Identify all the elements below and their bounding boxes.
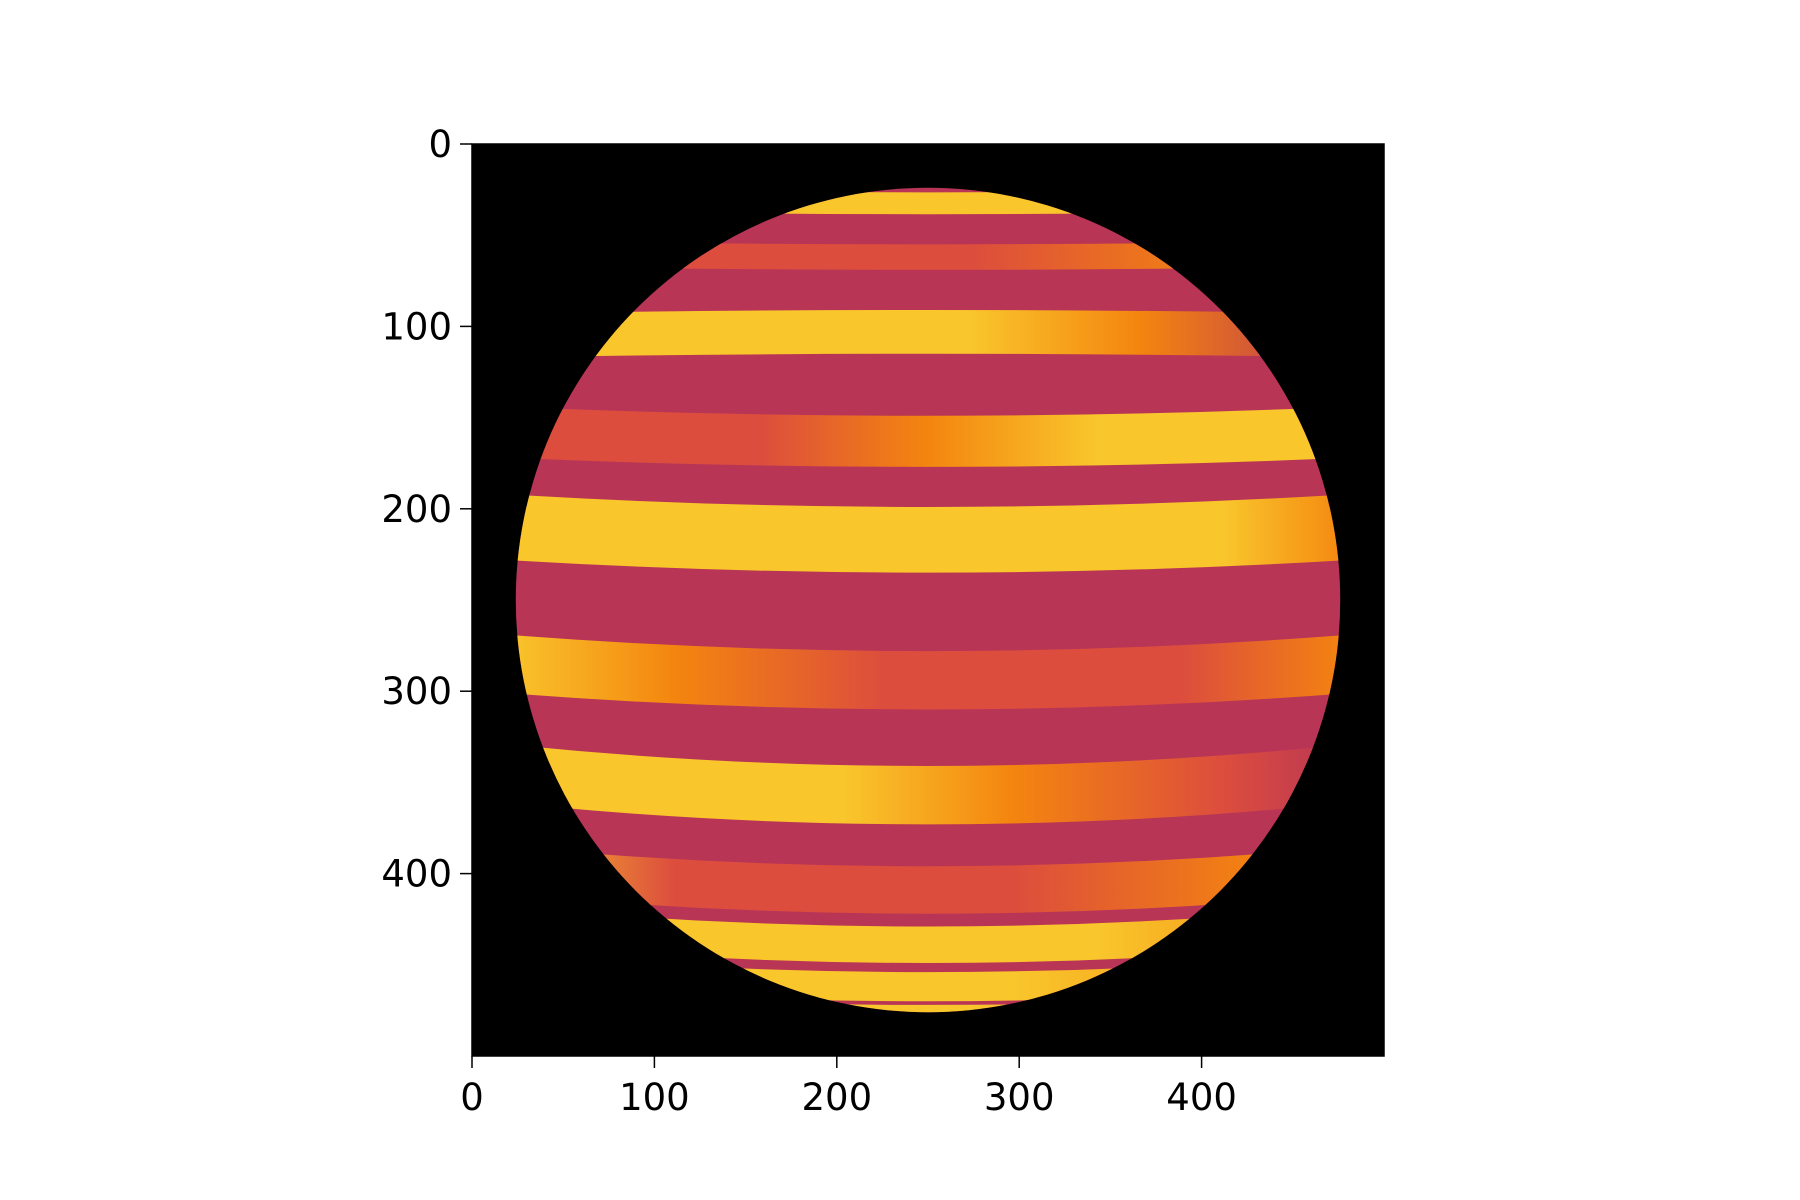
axes-frame [471, 143, 1385, 1057]
bright-band [515, 634, 1341, 710]
y-axis: 0 100 200 300 400 [381, 123, 472, 896]
bright-band [515, 744, 1341, 825]
bright-band [515, 309, 1341, 358]
y-tick-label: 200 [381, 488, 452, 531]
bright-band [515, 240, 1341, 270]
x-tick-label: 300 [984, 1076, 1055, 1119]
x-tick-label: 200 [801, 1076, 872, 1119]
x-tick-label: 400 [1166, 1076, 1237, 1119]
y-tick-label: 300 [381, 670, 452, 713]
x-tick-label: 0 [460, 1076, 484, 1119]
bright-band [515, 406, 1341, 467]
bright-band [515, 992, 1341, 1013]
plot-area [472, 144, 1384, 1056]
y-tick-label: 100 [381, 305, 452, 348]
bright-band [515, 906, 1341, 963]
bright-band [515, 494, 1341, 573]
x-axis: 0 100 200 300 400 [460, 1056, 1237, 1119]
planet-disk [515, 187, 1341, 1013]
y-tick-label: 0 [428, 123, 452, 166]
bright-band [515, 846, 1341, 914]
y-tick-label: 400 [381, 853, 452, 896]
x-tick-label: 100 [619, 1076, 690, 1119]
